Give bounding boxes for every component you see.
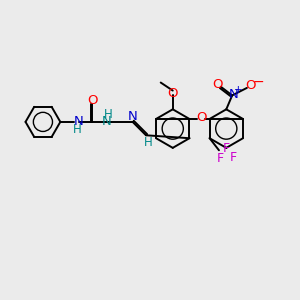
Text: F: F — [223, 142, 230, 155]
Text: O: O — [245, 79, 255, 92]
Text: O: O — [87, 94, 98, 107]
Text: −: − — [252, 75, 264, 89]
Text: O: O — [167, 87, 178, 100]
Text: N: N — [228, 88, 238, 101]
Text: N: N — [101, 116, 111, 128]
Text: H: H — [144, 136, 153, 149]
Text: N: N — [74, 116, 83, 128]
Text: O: O — [212, 78, 222, 91]
Text: F: F — [230, 151, 237, 164]
Text: N: N — [128, 110, 137, 122]
Text: O: O — [196, 111, 206, 124]
Text: H: H — [104, 108, 113, 121]
Text: H: H — [73, 123, 81, 136]
Text: +: + — [234, 85, 242, 94]
Text: F: F — [217, 152, 224, 165]
